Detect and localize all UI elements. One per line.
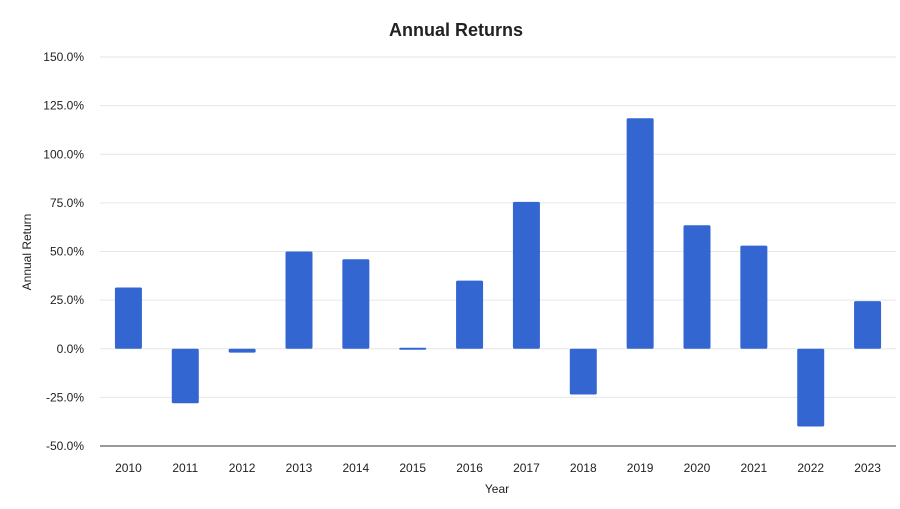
bar-2022	[797, 348, 825, 427]
x-tick-label: 2013	[286, 461, 313, 475]
x-tick-label: 2017	[513, 461, 540, 475]
bar-2011	[171, 348, 199, 404]
chart-title: Annual Returns	[389, 20, 523, 40]
x-tick-label: 2021	[741, 461, 768, 475]
y-tick-label: 75.0%	[50, 196, 84, 210]
bar-2016	[456, 280, 484, 349]
x-tick-label: 2019	[627, 461, 654, 475]
bar-2021	[740, 245, 768, 349]
y-tick-label: 125.0%	[43, 99, 84, 113]
bar-2018	[569, 348, 597, 395]
y-tick-label: 150.0%	[43, 50, 84, 64]
x-tick-label: 2015	[399, 461, 426, 475]
y-tick-label: -25.0%	[46, 390, 84, 404]
bar-2014	[342, 259, 370, 349]
gridlines	[100, 56, 896, 398]
y-tick-label: 0.0%	[57, 342, 85, 356]
x-tick-label: 2022	[797, 461, 824, 475]
y-axis-label: Annual Return	[20, 214, 34, 291]
x-tick-label: 2023	[854, 461, 881, 475]
x-tick-label: 2011	[172, 461, 198, 475]
y-tick-label: 100.0%	[43, 147, 84, 161]
y-tick-label: -50.0%	[46, 439, 84, 453]
x-tick-label: 2014	[343, 461, 370, 475]
x-tick-label: 2016	[456, 461, 483, 475]
bar-2015	[399, 347, 427, 350]
y-tick-label: 50.0%	[50, 245, 84, 259]
x-axis-label: Year	[485, 482, 509, 496]
bar-2017	[512, 201, 540, 349]
bar-2019	[626, 118, 654, 349]
bar-2013	[285, 251, 313, 349]
y-tick-label: 25.0%	[50, 293, 84, 307]
x-tick-label: 2012	[229, 461, 256, 475]
bar-2020	[683, 225, 711, 349]
bars	[114, 118, 882, 427]
bar-2010	[114, 287, 142, 349]
bar-2012	[228, 348, 256, 353]
x-tick-label: 2018	[570, 461, 597, 475]
x-tick-label: 2020	[684, 461, 711, 475]
x-axis-ticks: 2010 2011 2012 2013 2014 2015 2016 2017 2018 2019…	[115, 461, 881, 475]
y-axis-ticks: -50.0% -25.0% 0.0% 25.0% 50.0% 75.0% 100.0% 125…	[43, 50, 84, 453]
x-tick-label: 2010	[115, 461, 142, 475]
bar-2023	[854, 301, 882, 349]
